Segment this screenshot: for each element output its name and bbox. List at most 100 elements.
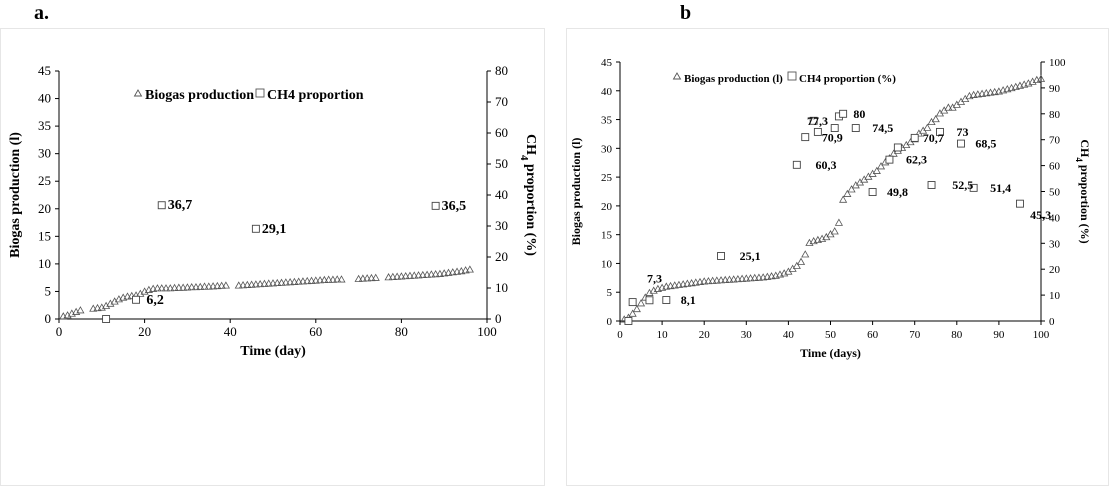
- data-point-biogas: [397, 272, 406, 280]
- data-label: 8,1: [681, 293, 696, 307]
- y-tick-label: 10: [38, 256, 51, 271]
- data-point-biogas: [290, 277, 299, 285]
- data-label: 7,3: [647, 271, 662, 285]
- data-point-biogas: [847, 185, 856, 193]
- data-label: 68,5: [975, 137, 996, 151]
- data-point-biogas: [157, 284, 166, 292]
- data-point-biogas: [700, 277, 709, 285]
- x-tick-label: 40: [224, 324, 237, 339]
- y2-tick-label: 30: [1049, 238, 1061, 250]
- data-label: 52,5: [952, 178, 973, 192]
- y-tick-label: 35: [601, 115, 613, 127]
- data-point-ch4: [157, 201, 166, 210]
- data-point-biogas: [801, 250, 810, 258]
- data-point-biogas: [149, 284, 158, 292]
- data-point-biogas: [834, 218, 844, 226]
- data-point-ch4: [1016, 199, 1024, 208]
- data-point-biogas: [687, 278, 696, 287]
- data-point-biogas: [738, 274, 747, 282]
- data-point-biogas: [238, 281, 248, 289]
- data-point-biogas: [221, 281, 231, 289]
- data-point-ch4: [251, 224, 260, 233]
- legend-marker-square: [787, 71, 797, 81]
- data-point-biogas: [123, 292, 132, 300]
- y2-tick-label: 100: [1049, 57, 1066, 69]
- data-point-biogas: [716, 276, 726, 284]
- y2-tick-label: 0: [495, 311, 502, 326]
- data-point-biogas: [200, 282, 209, 290]
- data-point-biogas: [708, 276, 717, 284]
- data-point-biogas: [729, 275, 738, 283]
- data-point-biogas: [636, 299, 646, 307]
- x-tick-label: 60: [867, 329, 879, 341]
- data-point-biogas: [384, 273, 393, 281]
- x-axis-title: Time (day): [240, 344, 306, 359]
- data-point-biogas: [277, 278, 286, 286]
- data-point-biogas: [247, 280, 256, 288]
- data-point-biogas: [435, 269, 445, 277]
- data-point-biogas: [982, 89, 991, 97]
- data-point-ch4: [809, 116, 818, 125]
- data-point-biogas: [704, 276, 713, 285]
- y2-tick-label: 30: [495, 218, 508, 233]
- data-point-biogas: [264, 279, 273, 287]
- panel-label-a: a.: [34, 2, 49, 24]
- data-point-ch4: [830, 124, 839, 132]
- data-point-biogas: [431, 270, 440, 278]
- data-point-biogas: [187, 282, 196, 291]
- data-point-biogas: [465, 265, 474, 273]
- y2-tick-label: 70: [495, 94, 508, 109]
- data-point-biogas: [746, 274, 755, 282]
- data-point-biogas: [268, 279, 278, 287]
- y2-tick-label: 50: [1049, 187, 1061, 199]
- data-point-ch4: [851, 124, 860, 132]
- data-point-biogas: [410, 271, 419, 279]
- data-point-ch4: [792, 160, 801, 169]
- y2-tick-label: 60: [1049, 161, 1061, 173]
- data-point-biogas: [367, 273, 376, 282]
- y-tick-label: 0: [607, 316, 613, 328]
- data-point-biogas: [371, 273, 380, 281]
- data-point-biogas: [76, 306, 85, 314]
- data-point-biogas: [923, 123, 932, 131]
- x-tick-label: 80: [395, 324, 408, 339]
- data-point-biogas: [750, 273, 759, 282]
- data-point-biogas: [691, 278, 700, 286]
- legend-marker-triangle: [672, 72, 682, 80]
- y-tick-label: 25: [601, 172, 613, 184]
- data-point-biogas: [754, 273, 764, 281]
- data-point-ch4: [628, 298, 637, 307]
- data-point-biogas: [328, 275, 338, 283]
- data-point-ch4: [910, 133, 919, 142]
- legend-label: Biogas production: [145, 88, 254, 103]
- data-point-biogas: [260, 279, 269, 287]
- y-tick-label: 0: [45, 311, 52, 326]
- data-point-ch4: [717, 252, 725, 260]
- legend-marker-triangle: [133, 89, 143, 97]
- data-point-ch4: [132, 295, 140, 304]
- y-tick-label: 5: [45, 283, 52, 298]
- data-point-biogas: [440, 269, 449, 277]
- data-point-biogas: [944, 103, 953, 111]
- data-label: 80: [853, 107, 865, 121]
- data-point-biogas: [839, 195, 848, 203]
- data-point-biogas: [315, 276, 325, 284]
- y2-tick-label: 40: [1049, 212, 1061, 224]
- x-tick-label: 0: [56, 324, 63, 339]
- x-tick-label: 50: [825, 329, 837, 341]
- data-point-biogas: [452, 267, 462, 275]
- data-point-biogas: [792, 261, 801, 269]
- data-point-biogas: [256, 279, 265, 288]
- data-point-biogas: [324, 275, 333, 283]
- data-point-biogas: [320, 275, 329, 284]
- data-label: 77,3: [807, 114, 828, 128]
- data-point-biogas: [725, 275, 734, 283]
- data-point-ch4: [645, 296, 654, 305]
- y2-tick-label: 80: [1049, 109, 1061, 121]
- y-tick-label: 20: [601, 201, 613, 213]
- y2-tick-label: 80: [495, 63, 508, 78]
- data-point-ch4: [102, 315, 111, 323]
- data-point-biogas: [645, 288, 654, 296]
- data-point-biogas: [298, 277, 308, 285]
- y2-axis-title: CH4 proportion (%): [1074, 139, 1092, 243]
